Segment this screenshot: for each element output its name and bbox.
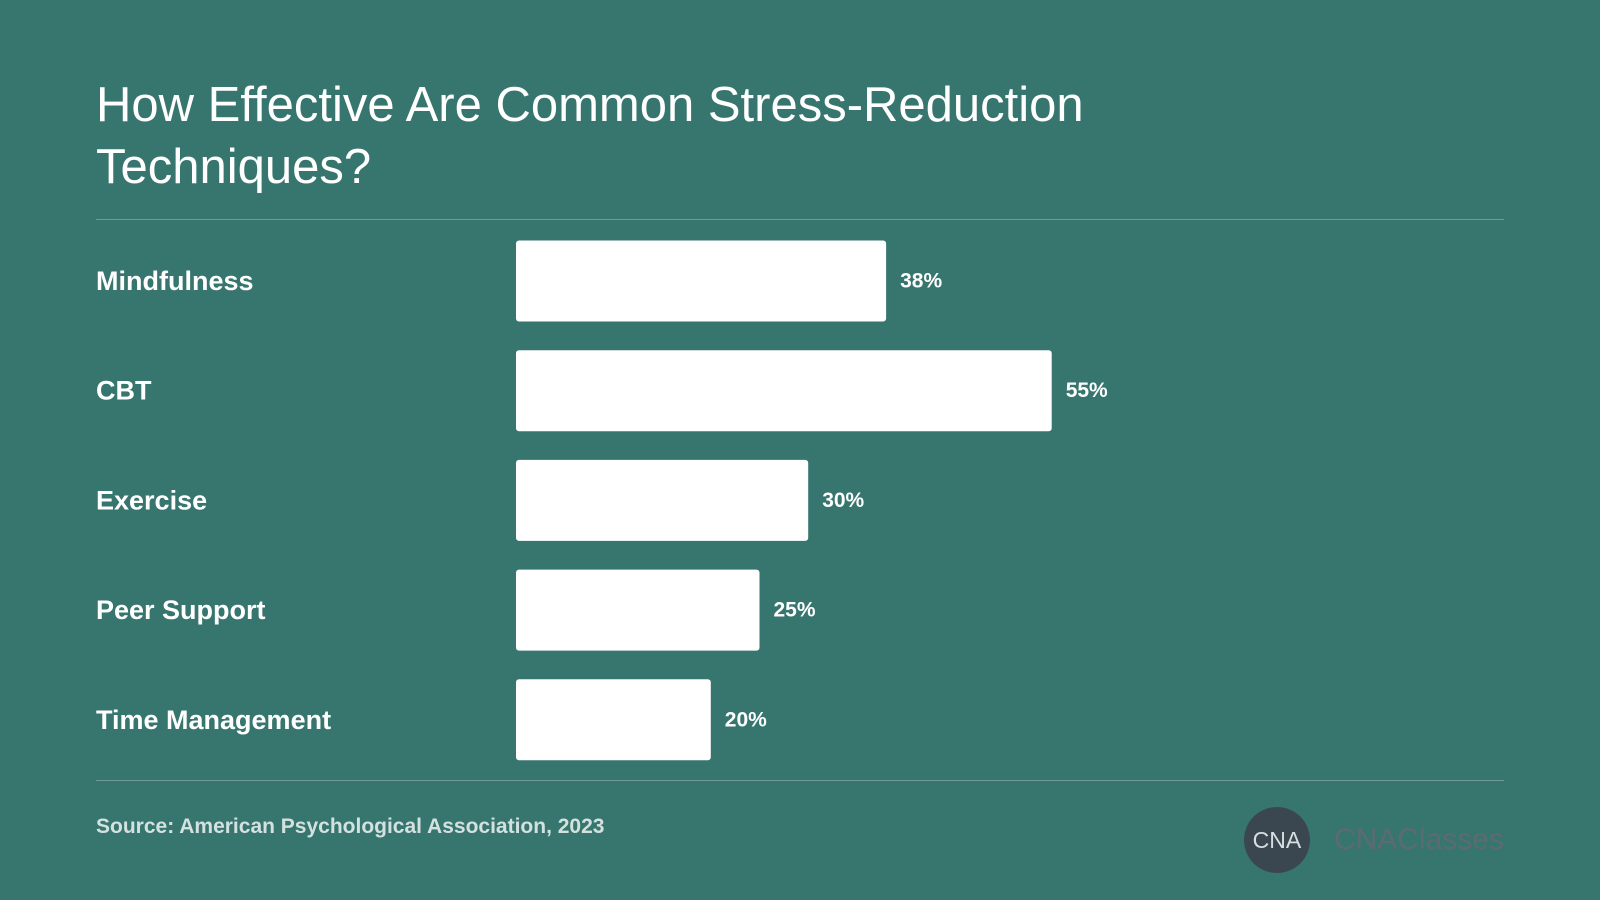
value-label: 20% <box>725 708 767 731</box>
bar <box>516 240 887 322</box>
category-label: Exercise <box>96 485 207 515</box>
logo-circle-icon: CNA <box>1243 807 1310 873</box>
source-note: Source: American Psychological Associati… <box>96 815 605 838</box>
value-label: 38% <box>900 270 942 293</box>
category-label: Mindfulness <box>96 266 254 296</box>
brand-logo[interactable]: CNA CNAClasses <box>1243 807 1504 873</box>
bottom-divider <box>96 780 1504 781</box>
value-label: 25% <box>774 599 816 622</box>
category-label: Peer Support <box>96 595 266 625</box>
bar <box>516 569 760 651</box>
top-divider <box>96 219 1504 220</box>
category-label: Time Management <box>96 705 331 735</box>
brand-name: CNAClasses <box>1333 823 1504 856</box>
bar <box>516 679 711 761</box>
bar <box>516 350 1052 432</box>
bar <box>516 459 809 541</box>
value-label: 30% <box>822 489 864 512</box>
chart-title: How Effective Are Common Stress-Reductio… <box>96 78 1084 194</box>
category-label: CBT <box>96 376 152 406</box>
value-label: 55% <box>1066 379 1108 402</box>
